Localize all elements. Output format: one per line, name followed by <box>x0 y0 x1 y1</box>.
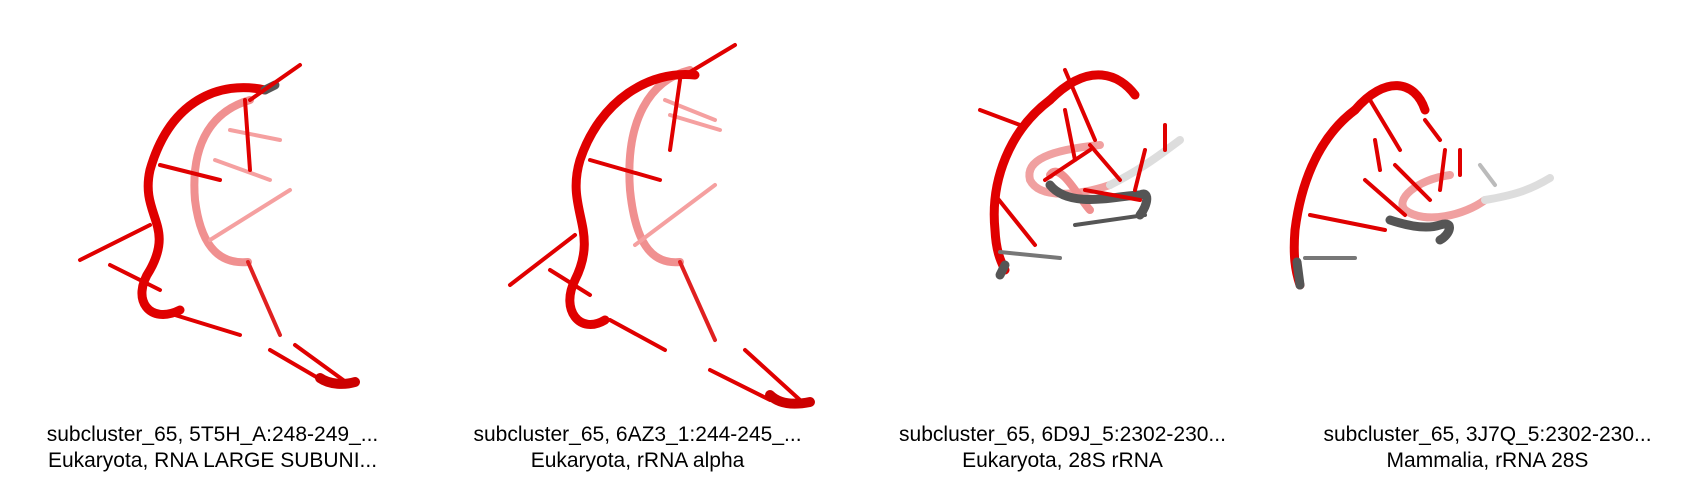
structure-panel-3[interactable]: subcluster_65, 6D9J_5:2302-230... Eukary… <box>850 0 1275 480</box>
panel-subtitle: Mammalia, rRNA 28S <box>1386 449 1589 472</box>
panel-title: subcluster_65, 5T5H_A:248-249_... <box>46 423 379 446</box>
rna-structure-image-3 <box>978 68 1184 280</box>
rna-structure-image-4 <box>1289 81 1554 290</box>
panel-subtitle: Eukaryota, RNA LARGE SUBUNI... <box>47 449 378 472</box>
panel-title: subcluster_65, 6AZ3_1:244-245_... <box>473 423 802 446</box>
rna-structure-image-2 <box>508 43 815 409</box>
structure-panel-1[interactable]: subcluster_65, 5T5H_A:248-249_... Eukary… <box>0 0 425 480</box>
panel-title: subcluster_65, 3J7Q_5:2302-230... <box>1323 423 1652 446</box>
panel-title: subcluster_65, 6D9J_5:2302-230... <box>899 423 1226 446</box>
rna-structure-image-1 <box>78 63 360 389</box>
structure-panel-4[interactable]: subcluster_65, 3J7Q_5:2302-230... Mammal… <box>1275 0 1700 480</box>
structure-panel-2[interactable]: subcluster_65, 6AZ3_1:244-245_... Eukary… <box>425 0 850 480</box>
panel-subtitle: Eukaryota, 28S rRNA <box>962 449 1163 472</box>
panel-subtitle: Eukaryota, rRNA alpha <box>530 449 745 472</box>
